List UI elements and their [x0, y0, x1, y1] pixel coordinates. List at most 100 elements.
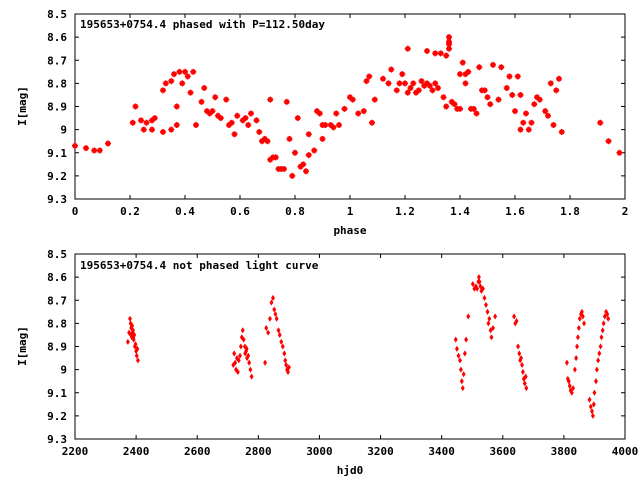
phased-x-tick-label: 0.4	[175, 205, 195, 218]
unphased-data-point	[491, 324, 495, 332]
phased-data-point	[160, 87, 166, 94]
phased-data-point	[498, 64, 505, 71]
unphased-data-point	[564, 359, 569, 366]
unphased-data-point	[486, 320, 491, 327]
phased-data-point	[407, 85, 414, 91]
unphased-data-point	[269, 299, 274, 306]
unphased-data-point	[277, 331, 282, 338]
unphased-data-point	[461, 371, 466, 378]
phased-data-point	[446, 34, 452, 41]
phased-data-point	[105, 140, 111, 147]
unphased-data-point	[577, 315, 582, 322]
phased-data-point	[311, 147, 318, 154]
unphased-data-points	[125, 274, 611, 419]
unphased-data-point	[517, 350, 522, 357]
phased-data-point	[314, 108, 320, 115]
phased-data-point	[506, 73, 513, 80]
phased-data-point	[503, 85, 510, 91]
unphased-data-point	[575, 334, 580, 341]
phased-data-point	[305, 131, 312, 138]
phased-data-point	[289, 172, 296, 179]
phased-y-tick-label: 9.2	[47, 170, 67, 183]
phased-data-point	[484, 94, 491, 101]
phased-data-point	[443, 103, 450, 110]
unphased-data-point	[475, 285, 480, 292]
phased-data-point	[550, 122, 557, 128]
phased-data-point	[349, 96, 356, 103]
phased-x-tick-label: 0.6	[230, 205, 250, 218]
unphased-data-point	[602, 313, 607, 320]
unphased-axis-ticks: 2200 2400 2600 2800 3000 3200 3400 3600 3800 4000…	[47, 248, 638, 458]
unphased-x-tick-label: 2400	[123, 445, 150, 458]
unphased-y-tick-label: 8.8	[47, 317, 67, 330]
phased-data-point	[512, 108, 518, 115]
phased-data-point	[462, 71, 469, 78]
unphased-y-tick-label: 9.2	[47, 410, 67, 423]
unphased-x-tick-label: 4000	[612, 445, 639, 458]
unphased-data-point	[135, 357, 140, 364]
unphased-data-point	[591, 401, 596, 408]
phased-data-point	[72, 142, 78, 149]
phased-plot-title: 195653+0754.4 phased with P=112.50day	[80, 18, 325, 31]
phased-data-point	[297, 163, 304, 170]
phased-data-point	[201, 85, 208, 91]
phased-y-axis-label: I[mag]	[16, 86, 29, 126]
unphased-data-point	[271, 294, 275, 301]
unphased-data-point	[241, 336, 246, 343]
phased-data-point	[228, 119, 235, 126]
phased-data-point	[143, 119, 150, 126]
phased-data-point	[171, 71, 177, 78]
phased-data-point	[168, 126, 175, 133]
phased-data-point	[322, 122, 329, 128]
unphased-data-point	[276, 327, 281, 334]
phased-data-point	[149, 117, 155, 124]
phased-data-point	[363, 78, 370, 85]
unphased-data-point	[286, 368, 290, 375]
phased-data-point	[514, 73, 521, 80]
phased-data-point	[190, 68, 197, 75]
phased-data-point	[371, 96, 378, 103]
phased-data-point	[404, 45, 411, 52]
phased-data-point	[385, 80, 392, 87]
phased-data-point	[473, 110, 480, 117]
unphased-data-point	[458, 366, 463, 373]
phased-data-point	[523, 110, 529, 117]
phased-data-point	[91, 147, 98, 154]
unphased-data-point	[572, 366, 577, 373]
unphased-data-point	[576, 324, 581, 332]
phased-data-point	[517, 126, 524, 133]
phased-data-point	[305, 152, 312, 159]
unphased-data-point	[592, 389, 597, 396]
unphased-data-point	[458, 357, 462, 364]
unphased-x-tick-label: 3200	[367, 445, 394, 458]
phased-data-point	[528, 119, 535, 126]
phased-data-point	[303, 168, 309, 175]
unphased-data-point	[128, 331, 133, 338]
unphased-data-point	[134, 352, 139, 359]
unphased-data-point	[516, 343, 521, 350]
unphased-data-point	[244, 345, 249, 352]
unphased-data-point	[243, 350, 248, 357]
phased-data-point	[421, 82, 428, 89]
unphased-y-tick-label: 8.9	[47, 341, 67, 354]
unphased-y-tick-label: 8.7	[47, 294, 67, 307]
unphased-y-tick-label: 8.5	[47, 248, 67, 261]
unphased-data-point	[459, 378, 464, 385]
unphased-data-point	[488, 327, 493, 334]
unphased-data-point	[571, 385, 576, 392]
phased-data-point	[149, 126, 155, 133]
unphased-data-point	[482, 294, 487, 301]
phased-data-point	[204, 108, 210, 115]
phased-data-point	[259, 138, 265, 145]
phased-x-tick-label: 1	[347, 205, 354, 218]
phased-data-point	[160, 128, 166, 135]
phased-axis-ticks: 0 0.2 0.4 0.6 0.8 1 1.2 1.4 1.6 1.8 2 8.5 8.6 8.7 8.8 8…	[47, 8, 628, 218]
unphased-plot: 195653+0754.4 not phased light curve hjd…	[16, 248, 638, 477]
phased-data-point	[457, 105, 463, 112]
phased-data-point	[415, 87, 422, 94]
phased-data-point	[509, 91, 516, 98]
unphased-data-point	[493, 313, 498, 320]
phased-data-point	[281, 165, 287, 172]
unphased-data-point	[274, 315, 279, 322]
unphased-y-axis-label: I[mag]	[16, 326, 29, 366]
